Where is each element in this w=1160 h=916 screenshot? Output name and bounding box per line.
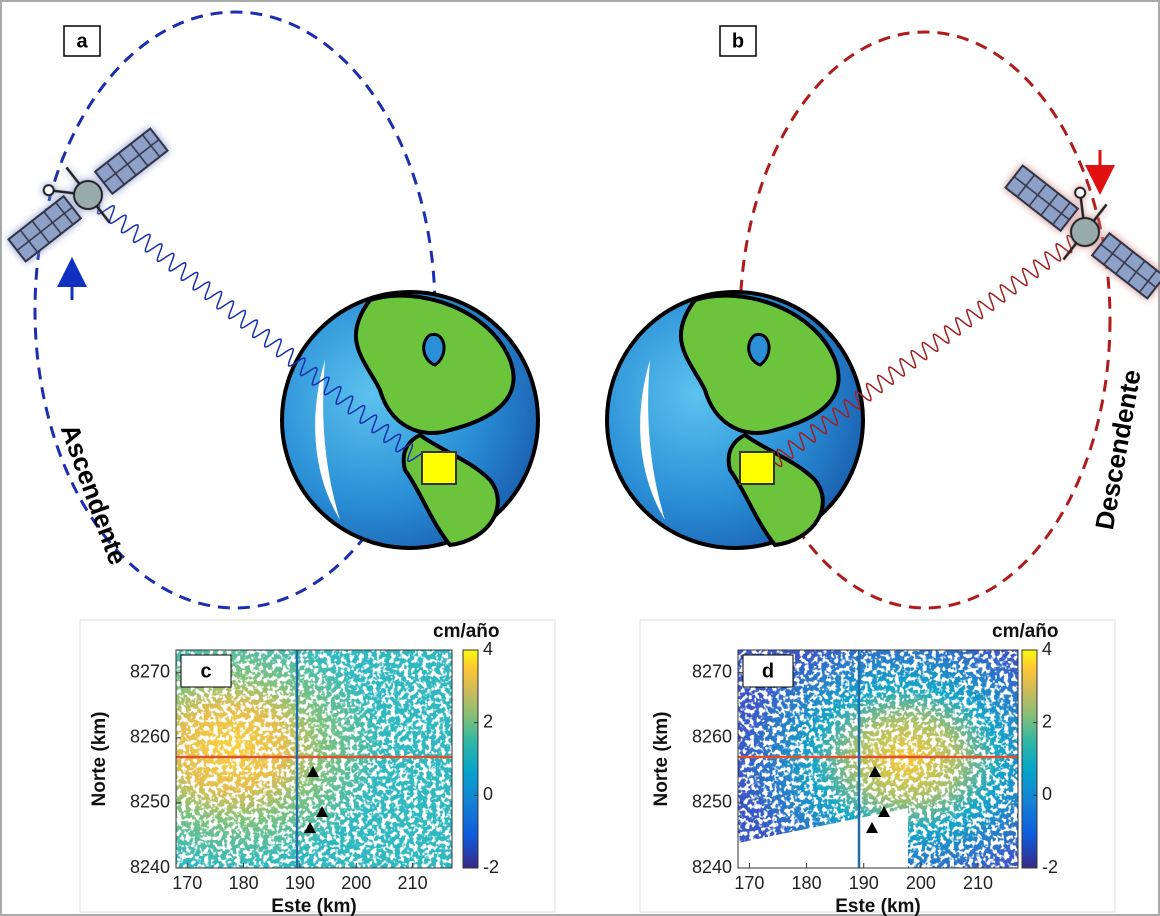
x-tick-label: 200	[341, 873, 371, 893]
colorbar-tick-label: -2	[1042, 857, 1058, 877]
colorbar-tick-label: 0	[1042, 784, 1052, 804]
colorbar-title: cm/año	[433, 621, 500, 642]
panel-label: a	[76, 30, 88, 52]
x-tick-label: 170	[734, 873, 764, 893]
x-tick-label: 180	[229, 873, 259, 893]
x-tick-label: 210	[963, 873, 993, 893]
colorbar-title: cm/año	[992, 621, 1059, 642]
x-tick-label: 170	[172, 873, 202, 893]
x-axis-label: Este (km)	[271, 896, 357, 916]
y-tick-label: 8250	[692, 792, 732, 812]
colorbar-tick-label: 2	[483, 711, 493, 731]
y-tick-label: 8260	[692, 727, 732, 747]
x-tick-label: 190	[849, 873, 879, 893]
area	[422, 452, 456, 484]
y-tick-label: 8270	[692, 662, 732, 682]
colorbar-tick-label: 0	[483, 784, 493, 804]
y-tick-label: 8270	[130, 662, 170, 682]
colorbar	[463, 650, 478, 868]
panel-label: c	[200, 660, 211, 682]
earth	[607, 292, 863, 548]
figure: a Ascendente b Descendente 1701801902002…	[0, 0, 1160, 916]
earth	[282, 292, 538, 548]
x-tick-label: 180	[792, 873, 822, 893]
y-tick-label: 8240	[130, 857, 170, 877]
x-tick-label: 190	[285, 873, 315, 893]
colorbar	[1022, 650, 1037, 868]
y-tick-label: 8260	[130, 727, 170, 747]
panel-label: b	[732, 30, 744, 52]
x-axis-label: Este (km)	[835, 896, 921, 916]
x-tick-label: 200	[906, 873, 936, 893]
y-tick-label: 8250	[130, 792, 170, 812]
x-tick-label: 210	[398, 873, 428, 893]
y-tick-label: 8240	[692, 857, 732, 877]
colorbar-tick-label: -2	[483, 857, 499, 877]
area	[740, 452, 774, 484]
colorbar-tick-label: 2	[1042, 711, 1052, 731]
y-axis-label: Norte (km)	[89, 711, 110, 806]
panel-label: d	[762, 660, 774, 682]
y-axis-label: Norte (km)	[651, 711, 672, 806]
